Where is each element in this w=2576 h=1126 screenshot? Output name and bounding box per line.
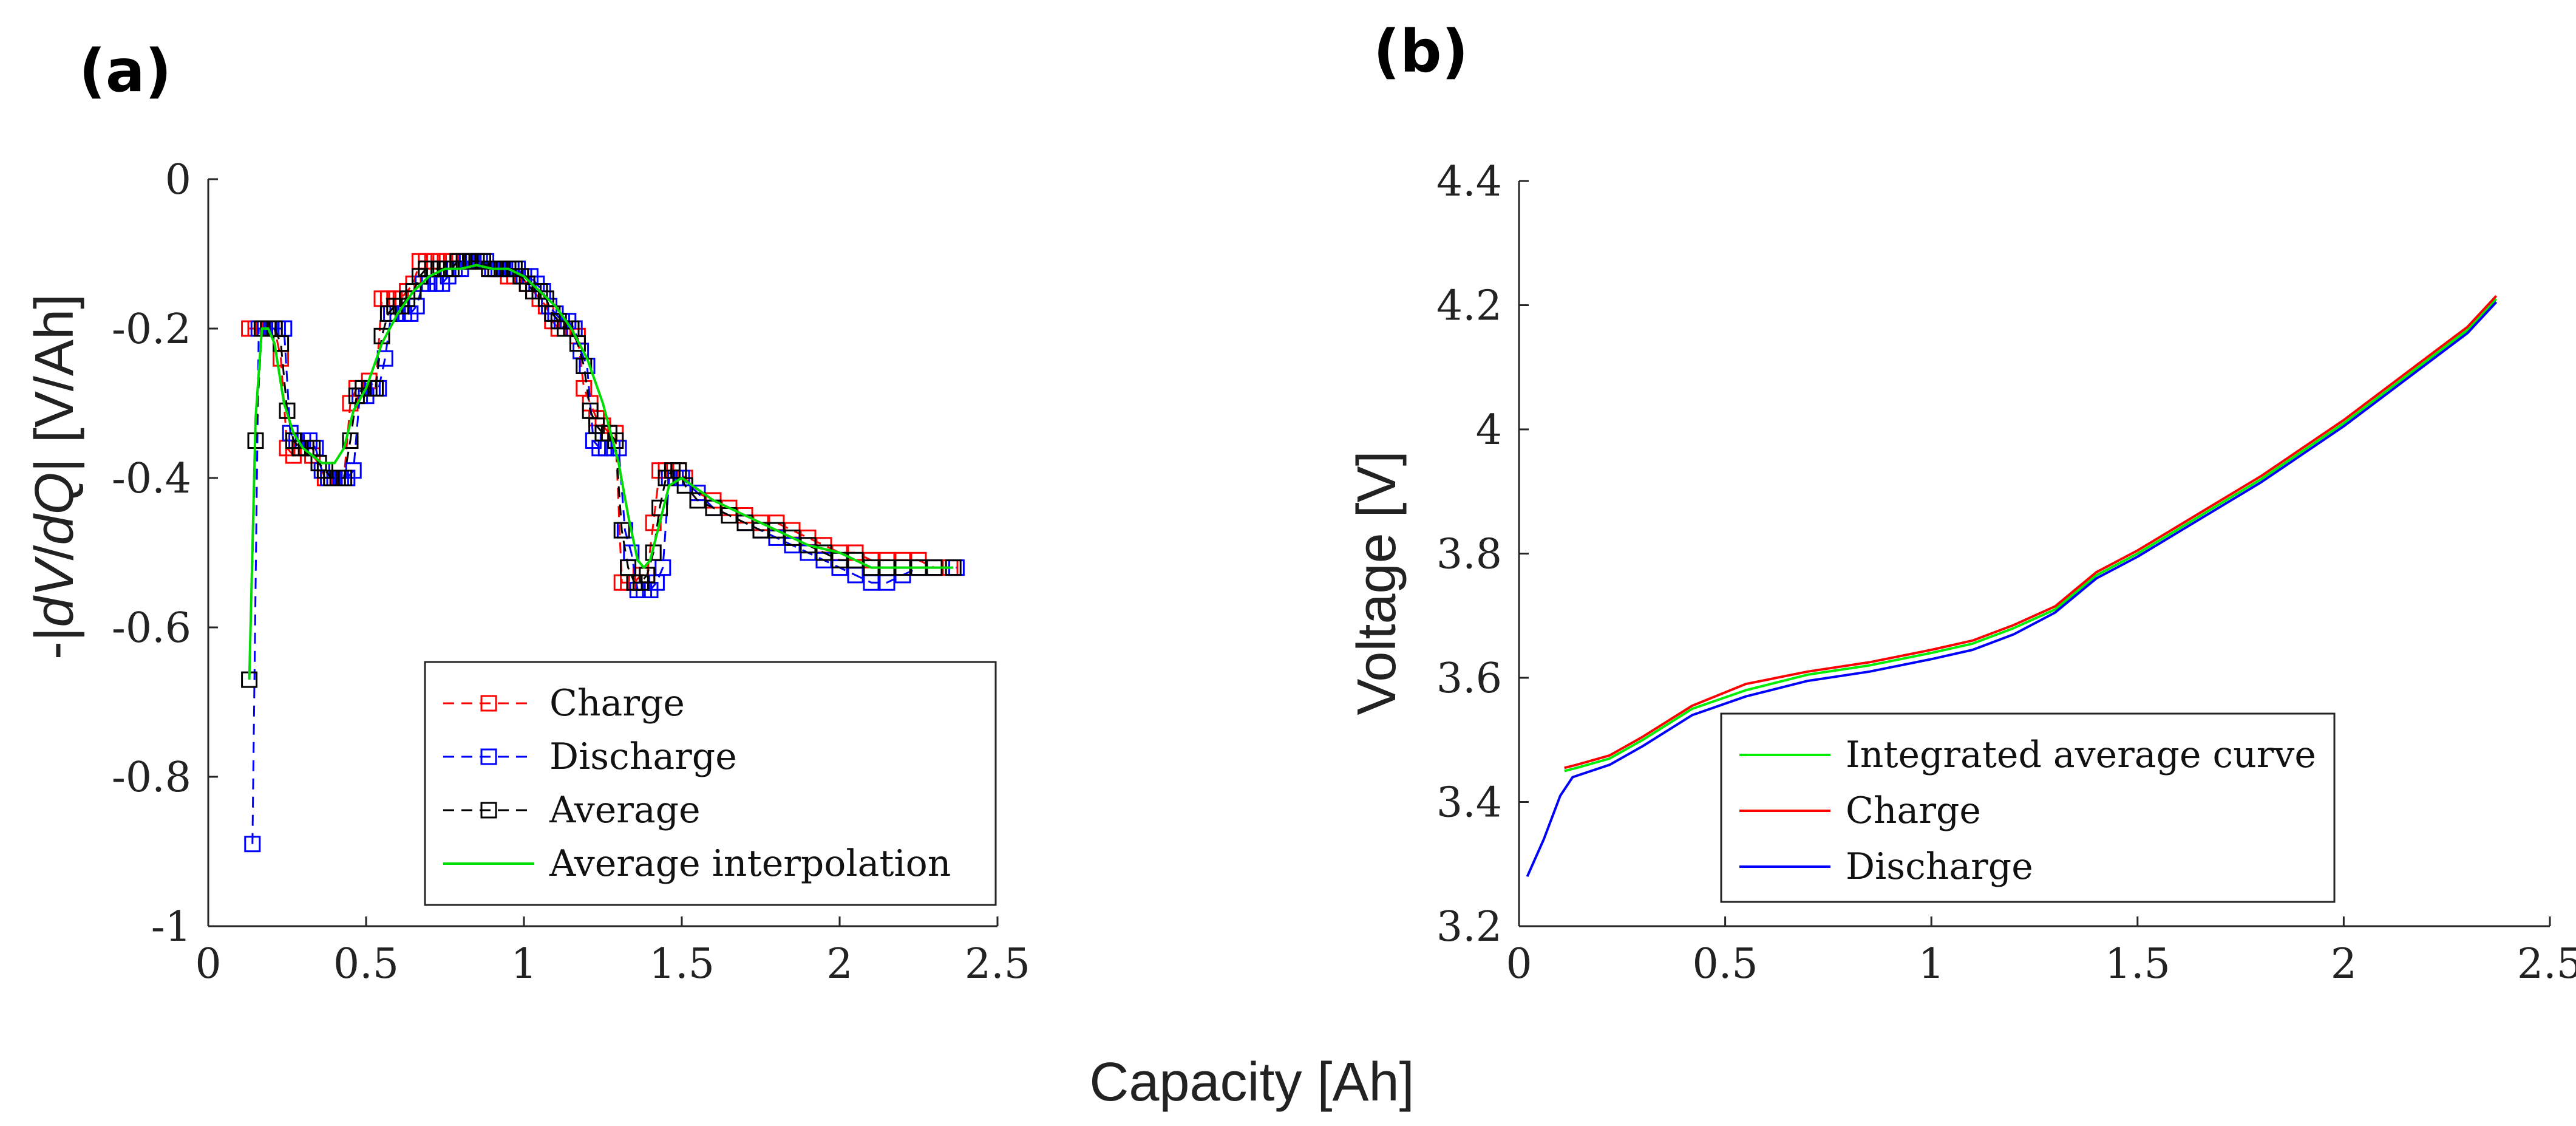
ylabel-part: dQ xyxy=(24,472,85,545)
series-discharge xyxy=(1526,301,2498,878)
data-point-average xyxy=(847,551,864,568)
panel-b-plot-area xyxy=(1526,295,2498,878)
x-tick-label: 1 xyxy=(1918,940,1945,988)
data-point-average xyxy=(651,499,668,516)
data-point-average xyxy=(784,529,801,546)
series-integrated-average-curve xyxy=(1564,298,2498,773)
y-tick-label: 3.6 xyxy=(1436,655,1502,703)
panel-a-legend: Charge Discharge Average Average interpolat… xyxy=(424,661,997,906)
series-average-interpolation xyxy=(248,264,954,680)
legend-label: Integrated average curve xyxy=(1846,734,2316,776)
panel-b-ylabel: Voltage [V] xyxy=(1347,451,1407,715)
data-point-average xyxy=(815,544,832,561)
legend-marker xyxy=(480,802,497,819)
x-tick-label: 2 xyxy=(2331,940,2357,988)
legend-item-charge: Charge xyxy=(443,682,685,725)
panel-b-label: (b) xyxy=(1373,18,1468,86)
legend-item-average-interpolation: Average interpolation xyxy=(443,842,951,885)
series-charge xyxy=(1564,295,2498,769)
data-point-average xyxy=(576,358,593,374)
panel-b-axes: 0 0.5 1 1.5 2 2.5 3.2 3.4 3.6 3.8 4 4.2 4.4 xyxy=(1436,158,2576,988)
y-tick-label: -0.4 xyxy=(112,455,191,503)
legend-label: Discharge xyxy=(1846,845,2033,888)
ylabel-part: -| xyxy=(24,627,85,660)
x-tick-label: 0 xyxy=(1506,940,1532,988)
y-tick-label: 4.4 xyxy=(1436,158,1502,206)
x-tick-label: 0 xyxy=(195,940,221,988)
ylabel-part: dV xyxy=(24,556,85,627)
series-line-charge xyxy=(1564,295,2498,769)
data-point-discharge xyxy=(654,559,671,576)
x-tick-label: 2.5 xyxy=(965,940,1030,988)
legend-item-average: Average xyxy=(443,789,701,831)
ylabel-part: | [V/Ah] xyxy=(24,294,85,473)
y-tick-label: -0.6 xyxy=(112,604,191,652)
legend-label: Discharge xyxy=(549,735,737,778)
series-line-charge xyxy=(249,260,950,584)
series-line-average-interpolation xyxy=(248,264,954,680)
panel-a-axes: 0 0.5 1 1.5 2 2.5 0 -0.2 -0.4 -0.6 -0.8 -1 xyxy=(112,156,1030,988)
panel-a: (a) -|dV/dQ| [V/Ah] 0 0.5 1 1.5 2 2.5 0 -0.2 -0.… xyxy=(24,37,1030,988)
legend-label: Average interpolation xyxy=(549,842,951,885)
data-point-discharge xyxy=(244,836,261,853)
y-tick-label: -0.8 xyxy=(112,754,191,802)
legend-item-discharge: Discharge xyxy=(443,735,737,778)
legend-item-charge: Charge xyxy=(1739,790,1981,832)
y-tick-label: 3.4 xyxy=(1436,779,1502,827)
shared-xlabel: Capacity [Ah] xyxy=(1089,1052,1414,1113)
legend-box xyxy=(1720,712,2336,903)
data-point-average xyxy=(613,522,630,539)
series-line-discharge xyxy=(1526,301,2498,878)
x-tick-label: 2.5 xyxy=(2517,940,2576,988)
y-tick-label: 4 xyxy=(1476,406,1502,454)
series-charge xyxy=(241,253,959,591)
y-tick-label: 4.2 xyxy=(1436,282,1502,330)
x-tick-label: 1.5 xyxy=(2105,940,2170,988)
series-line-integrated-average-curve xyxy=(1564,298,2498,773)
data-point-average xyxy=(768,522,785,539)
y-tick-label: 3.8 xyxy=(1436,531,1502,579)
legend-marker xyxy=(480,695,497,712)
ylabel-part: / xyxy=(24,545,85,561)
legend-label: Charge xyxy=(549,682,685,725)
panel-a-label: (a) xyxy=(79,37,172,105)
legend-label: Charge xyxy=(1846,790,1981,832)
series-average xyxy=(241,253,962,688)
data-point-average xyxy=(800,537,817,554)
data-point-average xyxy=(336,469,353,486)
y-tick-label: -0.2 xyxy=(112,305,191,353)
y-tick-label: -1 xyxy=(151,903,191,951)
x-tick-label: 1 xyxy=(511,940,537,988)
x-tick-label: 0.5 xyxy=(1693,940,1758,988)
data-point-average xyxy=(279,402,296,419)
x-tick-label: 1.5 xyxy=(649,940,715,988)
x-tick-label: 0.5 xyxy=(333,940,399,988)
legend-label: Average xyxy=(549,789,701,831)
y-tick-label: 3.2 xyxy=(1436,903,1502,951)
x-tick-label: 2 xyxy=(826,940,852,988)
data-point-average xyxy=(639,567,656,584)
data-point-average xyxy=(342,432,359,449)
legend-marker xyxy=(480,748,497,765)
data-point-average xyxy=(569,335,586,352)
panel-a-ylabel: -|dV/dQ| [V/Ah] xyxy=(24,294,85,660)
legend-item-discharge: Discharge xyxy=(1739,845,2033,888)
data-point-average xyxy=(367,380,384,397)
legend-item-integrated-average-curve: Integrated average curve xyxy=(1739,734,2316,776)
panel-a-plot-area xyxy=(241,253,965,853)
panel-b: (b) Voltage [V] 0 0.5 1 1.5 2 2.5 3.2 3.4 3.6 3.8… xyxy=(1347,18,2576,988)
data-point-average xyxy=(689,492,706,509)
panel-b-legend: Integrated average curve Charge Discharge xyxy=(1720,712,2336,903)
y-tick-label: 0 xyxy=(165,156,191,204)
